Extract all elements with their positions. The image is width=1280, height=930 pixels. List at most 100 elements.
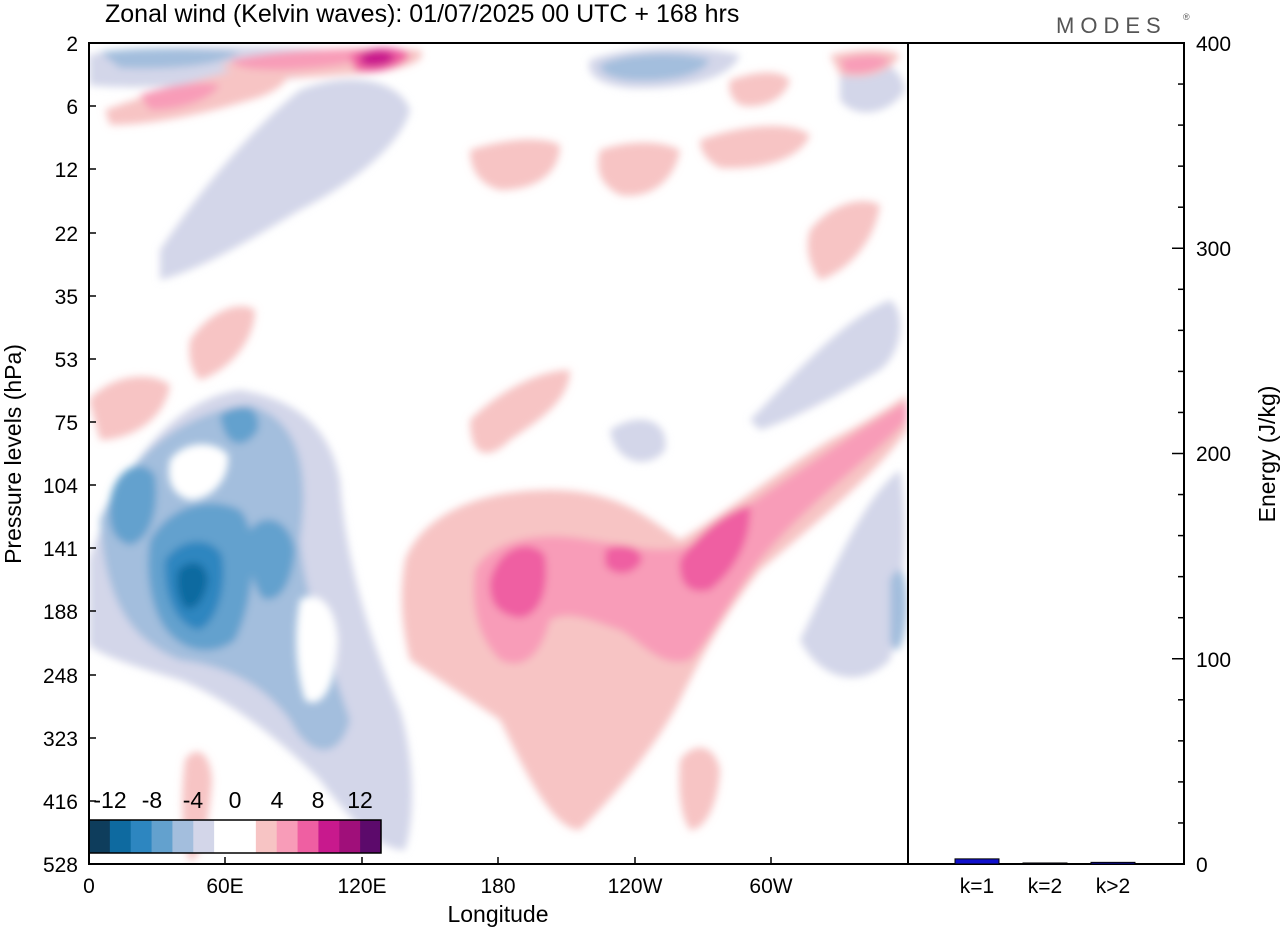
pressure-tick-label: 188 <box>43 601 78 624</box>
positive-region-weak <box>700 125 810 169</box>
positive-region-weak <box>470 370 570 454</box>
positive-region-moderate <box>840 55 890 74</box>
positive-region-weak <box>189 306 255 380</box>
pressure-axis: 2 6 12 22 35 53 75 104 141 188 248 323 4… <box>0 33 96 877</box>
negative-region-weak <box>800 470 905 678</box>
positive-region-strong <box>605 545 642 574</box>
energy-tick-label: 0 <box>1196 854 1208 877</box>
energy-axis-title: Energy (J/kg) <box>1254 386 1280 523</box>
negative-region-very-strong <box>176 562 208 609</box>
legend-swatch <box>235 820 257 853</box>
pressure-tick-label: 53 <box>55 349 78 372</box>
energy-tick-label: 400 <box>1196 33 1231 56</box>
positive-region-moderate <box>473 402 907 664</box>
contour-zero-holes <box>168 444 338 703</box>
legend-swatch <box>193 820 215 853</box>
pressure-tick-label: 248 <box>43 665 78 688</box>
positive-region-moderate <box>140 83 220 110</box>
negative-region-strong <box>248 519 295 600</box>
pressure-tick-label: 12 <box>55 159 78 182</box>
legend-swatch <box>360 820 382 853</box>
pressure-tick-label: 35 <box>55 286 78 309</box>
legend-label: 4 <box>271 787 284 813</box>
pressure-tick-label: 416 <box>43 791 78 814</box>
legend-swatches <box>89 820 382 853</box>
positive-region-strong <box>679 505 751 592</box>
legend-label: -4 <box>183 787 204 813</box>
wavenumber-label: k>2 <box>1096 875 1130 898</box>
negative-region-strong <box>109 465 157 545</box>
pressure-tick-marks <box>89 42 96 865</box>
positive-region-moderate <box>230 49 380 70</box>
contour-plot: -12 -8 -4 0 4 8 12 <box>0 33 909 927</box>
positive-region-strong <box>489 546 547 618</box>
legend-swatch <box>214 820 236 853</box>
legend-label: 8 <box>312 787 325 813</box>
legend-swatch <box>89 820 111 853</box>
longitude-tick-label: 0 <box>83 875 95 898</box>
positive-region-weak <box>470 139 560 190</box>
longitude-tick-label: 120W <box>608 875 663 898</box>
legend-label: -8 <box>142 787 162 813</box>
pressure-tick-labels: 2 6 12 22 35 53 75 104 141 188 248 323 4… <box>43 33 78 877</box>
pressure-tick-label: 22 <box>55 223 78 246</box>
energy-bar <box>954 858 1000 865</box>
longitude-tick-label: 120E <box>337 875 386 898</box>
energy-tick-labels: 0 100 200 300 400 <box>1196 33 1231 877</box>
longitude-axis: 0 60E 120E 180 120W 60W Longitude <box>83 857 793 927</box>
brand-name: MODES <box>1056 13 1167 38</box>
longitude-tick-label: 180 <box>480 875 515 898</box>
legend-label: 0 <box>229 787 242 813</box>
pressure-tick-label: 6 <box>66 96 78 119</box>
zero-region <box>168 444 229 500</box>
negative-region-moderate <box>600 53 710 81</box>
energy-bar <box>1022 862 1068 865</box>
pressure-tick-label: 323 <box>43 728 78 751</box>
negative-region-weak <box>160 79 410 280</box>
pressure-tick-label: 104 <box>43 475 78 498</box>
longitude-tick-labels: 0 60E 120E 180 120W 60W <box>83 875 793 898</box>
energy-axis: 0 100 200 300 400 Energy (J/kg) <box>1172 33 1280 877</box>
pressure-tick-label: 75 <box>55 412 78 435</box>
longitude-tick-marks <box>88 857 772 864</box>
legend-swatch <box>297 820 319 853</box>
negative-region-moderate <box>890 570 907 650</box>
zero-region <box>296 596 338 703</box>
legend-swatch <box>109 820 132 853</box>
legend-swatch <box>172 820 194 853</box>
negative-region-weak <box>750 300 901 430</box>
wavenumber-label: k=1 <box>960 875 994 898</box>
longitude-tick-label: 60W <box>749 875 792 898</box>
energy-bars <box>954 858 1136 865</box>
positive-region-weak <box>89 376 170 440</box>
positive-region-weak <box>807 201 880 280</box>
legend-swatch <box>151 820 173 853</box>
positive-region-weak <box>679 747 720 830</box>
energy-bar <box>1090 861 1136 865</box>
pressure-tick-label: 2 <box>66 33 78 56</box>
chart-title: Zonal wind (Kelvin waves): 01/07/2025 00… <box>105 0 739 28</box>
contour-fill-layer <box>89 46 907 862</box>
longitude-axis-title: Longitude <box>447 901 548 927</box>
wavenumber-labels: k=1 k=2 k>2 <box>960 875 1130 898</box>
legend-swatch <box>276 820 299 853</box>
legend-swatch <box>130 820 153 853</box>
brand-registered-mark: ® <box>1183 12 1190 22</box>
energy-plot-frame <box>907 42 1185 865</box>
legend-swatch <box>318 820 340 853</box>
negative-region-weak <box>610 419 666 462</box>
negative-region-strong <box>220 406 259 444</box>
energy-tick-marks <box>1172 42 1184 865</box>
legend-swatch <box>255 820 278 853</box>
energy-bar-chart: 0 100 200 300 400 Energy (J/kg) k=1 k=2 … <box>907 33 1280 898</box>
pressure-tick-label: 528 <box>43 854 78 877</box>
legend-label: -12 <box>93 787 126 813</box>
pressure-axis-title: Pressure levels (hPa) <box>0 344 26 564</box>
wavenumber-label: k=2 <box>1028 875 1062 898</box>
negative-region-moderate <box>100 48 240 69</box>
legend-swatch <box>339 820 361 853</box>
positive-region-strong <box>360 50 395 66</box>
longitude-tick-label: 60E <box>206 875 243 898</box>
contour-fields <box>89 46 907 862</box>
